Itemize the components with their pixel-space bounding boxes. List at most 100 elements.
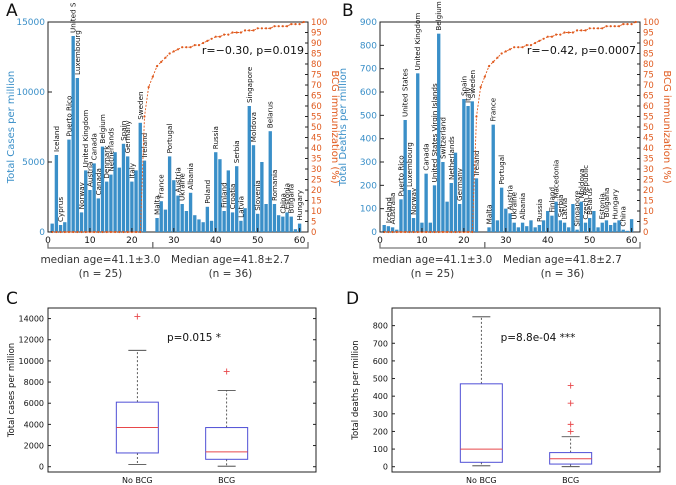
bcg-point: [450, 230, 453, 234]
bcg-point: [218, 35, 222, 38]
bar-label: Ukraine: [510, 191, 519, 219]
bar-label: Serbia: [556, 194, 565, 217]
bar-label: Bulgaria: [287, 184, 296, 214]
x-tick-label: 10: [84, 236, 96, 246]
bcg-point: [172, 50, 175, 53]
y-tick-label: 0: [383, 463, 388, 472]
bar-label: Slovenia: [253, 180, 262, 211]
bar: [579, 201, 583, 232]
bcg-point: [252, 29, 255, 32]
bcg-point: [118, 230, 121, 234]
outlier: [567, 400, 574, 407]
bar: [428, 222, 432, 232]
bar: [209, 220, 214, 232]
bar: [466, 106, 470, 232]
bcg-point: [567, 31, 570, 34]
bcg-point: [580, 29, 583, 32]
bcg-point: [383, 230, 386, 234]
bar: [67, 139, 71, 232]
bar: [176, 195, 180, 232]
bar: [58, 225, 63, 232]
bar-label: Australia: [388, 193, 397, 225]
bar-label: United States Virgin Islands: [430, 83, 439, 182]
bcg-point: [466, 230, 470, 234]
y2-tick-label: 85: [643, 50, 654, 60]
bar: [293, 229, 298, 232]
x-tick-label: 10: [416, 236, 428, 246]
bar: [499, 187, 504, 232]
bcg-point: [285, 25, 289, 28]
bcg-point: [387, 230, 390, 234]
bar: [251, 145, 256, 232]
bcg-point: [55, 230, 58, 234]
y2-tick-label: 70: [311, 81, 322, 91]
y2-tick-label: 100: [311, 18, 327, 28]
bar-label: Switzerland: [438, 117, 447, 159]
x-tick-label: 40: [542, 236, 554, 246]
bar: [403, 120, 407, 232]
y2-tick-label: 25: [311, 176, 322, 186]
bcg-point: [454, 230, 457, 234]
bar-label: Austria: [174, 167, 183, 192]
group-n: (n = 25): [79, 268, 123, 280]
bar: [230, 212, 235, 232]
bar: [592, 211, 596, 232]
bar: [512, 222, 516, 232]
bar-label: Belgium: [434, 1, 443, 30]
bar: [449, 183, 453, 232]
bar-label: Austria: [506, 185, 515, 210]
y-tick-label: 4000: [24, 420, 44, 429]
bcg-point: [97, 230, 100, 234]
panel-label: B: [342, 1, 354, 21]
y2-tick-label: 15: [311, 197, 322, 207]
y-tick-label: 900: [360, 18, 377, 28]
bar: [395, 229, 399, 232]
bcg-point: [223, 33, 226, 36]
bar: [256, 213, 260, 232]
x-tick-label: 60: [626, 236, 638, 246]
y-tick-label: 800: [360, 41, 377, 51]
bar: [130, 181, 134, 232]
bar: [184, 211, 189, 232]
bcg-point: [525, 44, 528, 47]
y2-axis-title: BCG immunization (%): [329, 70, 340, 183]
bar-label: Italy: [127, 162, 136, 178]
bar-label: United Kingdom: [81, 110, 90, 168]
bar-label: Latvia: [236, 196, 245, 218]
y-tick-label: 300: [360, 158, 377, 168]
bar-label: Russia: [535, 199, 544, 222]
y2-tick-label: 50: [311, 123, 322, 133]
outlier: [223, 368, 230, 375]
bar: [437, 33, 441, 232]
stat-annotation: p=0.015 *: [167, 332, 221, 344]
y2-tick-label: 5: [643, 218, 648, 228]
bcg-point: [588, 27, 591, 30]
bar-label: Iceland: [52, 126, 61, 152]
bar: [462, 99, 466, 232]
box: [459, 383, 503, 463]
bcg-point: [538, 39, 541, 43]
bar: [537, 225, 542, 232]
bcg-point: [235, 31, 238, 34]
y-tick-label: 800: [373, 322, 388, 331]
bcg-point: [143, 115, 146, 118]
bar-label: Austria: [85, 162, 94, 187]
bar: [554, 201, 558, 232]
y2-tick-label: 100: [643, 18, 659, 28]
y2-tick-label: 20: [643, 186, 654, 196]
bar: [226, 170, 230, 232]
plot-frame: [47, 307, 317, 473]
bcg-point: [630, 23, 633, 26]
bcg-point: [290, 23, 293, 26]
y2-tick-label: 95: [311, 29, 322, 39]
bcg-point: [471, 230, 474, 234]
stat-annotation: r=−0.42, p=0.0007: [527, 44, 636, 57]
bar-label: Germany: [123, 120, 132, 154]
bar: [441, 162, 445, 232]
bar-label: Portugal: [165, 124, 174, 154]
bar-label: Romania: [270, 170, 279, 201]
y-tick-label: 100: [373, 445, 388, 454]
bar-label: Czech Republic: [581, 165, 590, 220]
y-tick-label: 500: [360, 111, 377, 121]
bar-label: Ukraine: [178, 173, 187, 201]
